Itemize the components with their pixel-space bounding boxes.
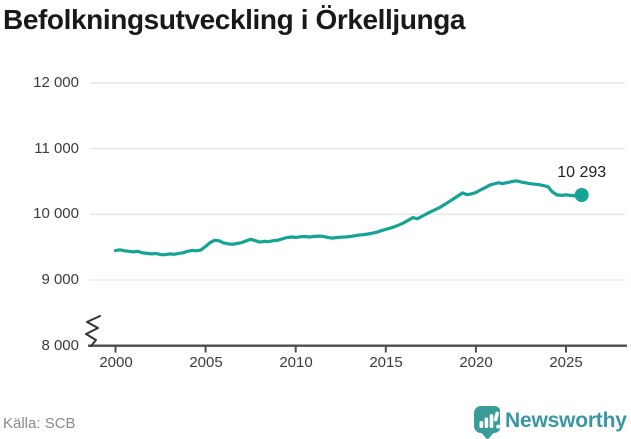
y-tick-label: 12 000	[33, 74, 79, 91]
x-tick-label: 2005	[189, 354, 223, 371]
x-tick-label: 2010	[279, 354, 313, 371]
source-note: Källa: SCB	[3, 415, 76, 432]
population-line	[113, 179, 584, 257]
y-tick-label: 11 000	[34, 140, 79, 157]
newsworthy-logo[interactable]: Newsworthy	[470, 402, 628, 439]
newsworthy-wordmark: Newsworthy	[505, 408, 627, 432]
y-tick-label: 10 000	[33, 205, 79, 222]
y-tick-label: 8 000	[41, 337, 79, 354]
last-value-label: 10 293	[557, 164, 607, 182]
x-tick-label: 2015	[369, 354, 403, 371]
last-value-dot	[574, 188, 589, 202]
axis-break-icon	[85, 315, 101, 347]
newsworthy-icon	[474, 406, 500, 439]
x-tick-label: 2025	[549, 354, 583, 371]
chart-title: Befolkningsutveckling i Örkelljunga	[3, 4, 466, 35]
x-tick-label: 2000	[99, 354, 133, 371]
x-tick-label: 2020	[459, 354, 493, 371]
y-tick-label: 9 000	[41, 271, 79, 288]
